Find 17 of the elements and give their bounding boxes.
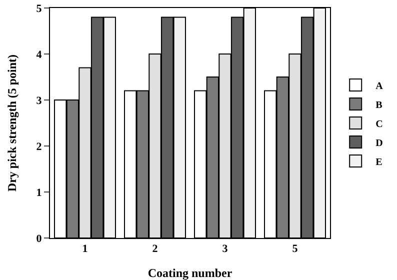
y-tick-label: 3 <box>36 94 42 107</box>
x-tick-label: 2 <box>152 243 158 256</box>
legend-label: E <box>376 156 383 168</box>
legend-label: C <box>376 118 383 130</box>
y-tick-label: 2 <box>36 140 42 153</box>
legend-label: B <box>376 100 383 111</box>
x-tick-label: 3 <box>222 243 228 256</box>
y-axis-title: Dry pick strength (5 point) <box>5 54 19 192</box>
y-tick-label: 5 <box>36 2 42 15</box>
y-tick-label: 4 <box>36 48 42 61</box>
x-tick-label: 5 <box>292 243 298 256</box>
x-axis-title: Coating number <box>148 266 233 280</box>
y-tick-label: 0 <box>36 232 42 245</box>
legend-label: A <box>376 80 384 92</box>
y-tick-label: 1 <box>36 186 42 199</box>
x-tick-label: 1 <box>82 243 88 256</box>
legend-label: D <box>376 138 383 149</box>
